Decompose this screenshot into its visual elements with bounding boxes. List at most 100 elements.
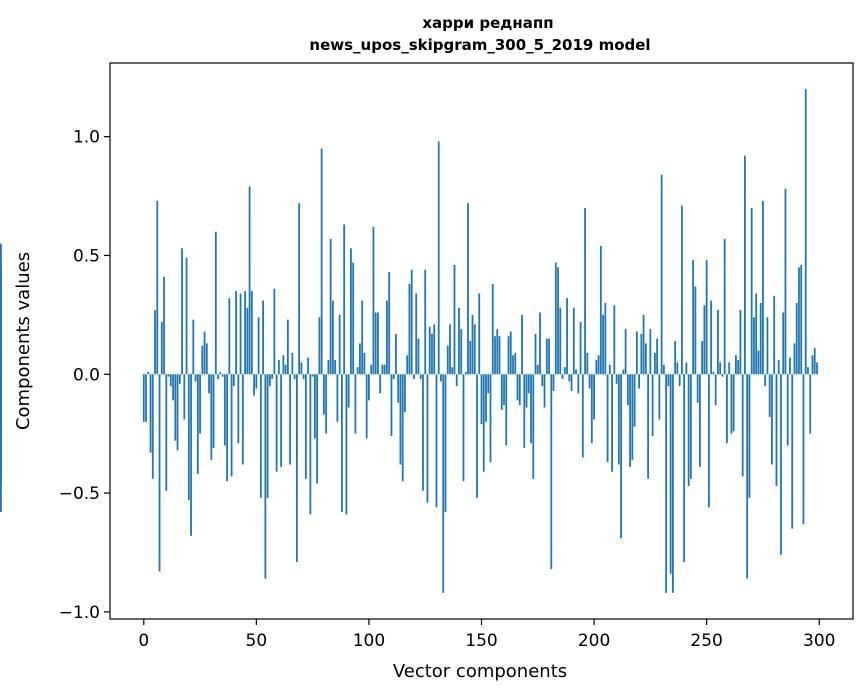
- bar: [464, 371, 467, 375]
- chart-title: харри реднапп: [422, 14, 553, 32]
- bar: [579, 321, 582, 375]
- bar: [708, 374, 710, 508]
- bar: [775, 374, 778, 486]
- bar: [739, 310, 742, 375]
- bar: [187, 374, 190, 501]
- bar: [525, 374, 528, 408]
- bar: [699, 374, 701, 467]
- bar: [386, 300, 388, 375]
- bar: [741, 374, 744, 477]
- bar: [561, 374, 564, 380]
- bar: [350, 248, 352, 375]
- bar: [735, 355, 737, 375]
- bar: [514, 352, 517, 375]
- bar: [282, 355, 285, 375]
- bar: [368, 374, 370, 401]
- bar: [750, 207, 753, 375]
- bar: [791, 374, 794, 529]
- bar: [773, 295, 776, 375]
- bar: [437, 141, 440, 375]
- bar: [313, 374, 316, 439]
- bar: [534, 333, 537, 375]
- bar: [217, 374, 219, 380]
- bar: [494, 336, 496, 375]
- bar: [383, 364, 386, 375]
- bar: [723, 238, 726, 375]
- bar: [599, 245, 602, 375]
- bar: [575, 369, 577, 375]
- bar: [532, 374, 535, 479]
- bar: [248, 186, 251, 375]
- bar: [154, 310, 156, 375]
- bar: [208, 374, 210, 394]
- bar: [717, 310, 719, 375]
- bar: [151, 374, 154, 479]
- bar: [608, 364, 611, 375]
- bar: [615, 374, 618, 384]
- bar: [584, 207, 586, 375]
- bar: [221, 374, 224, 377]
- bar: [665, 374, 668, 593]
- bar: [196, 374, 199, 475]
- bar: [521, 314, 523, 375]
- bar: [696, 374, 699, 403]
- bar: [395, 333, 397, 375]
- bar: [602, 314, 604, 375]
- bar: [595, 360, 598, 375]
- bar: [199, 374, 201, 434]
- bar: [444, 374, 447, 513]
- bar: [307, 357, 310, 375]
- bar: [683, 374, 686, 562]
- y-tick-label: 0.5: [73, 246, 100, 266]
- bar: [753, 317, 755, 375]
- bar: [320, 148, 323, 375]
- bar: [431, 333, 433, 375]
- bar: [485, 374, 487, 422]
- bar: [710, 300, 713, 375]
- bar: [458, 307, 460, 375]
- y-tick-label: −1.0: [59, 603, 100, 623]
- bar: [491, 283, 494, 375]
- bar: [744, 155, 746, 375]
- bar: [545, 338, 548, 375]
- bar: [322, 374, 325, 415]
- plot-frame: [109, 62, 854, 620]
- bar: [343, 224, 346, 375]
- bar: [613, 305, 616, 375]
- bar: [523, 374, 526, 448]
- bar: [726, 374, 728, 444]
- bar: [548, 338, 550, 375]
- bar: [419, 374, 422, 380]
- bar: [768, 374, 771, 418]
- bar: [399, 374, 402, 465]
- x-axis-ticks: 0 50 100 150 200 250 300: [138, 619, 835, 651]
- bar: [259, 374, 262, 498]
- bar: [635, 331, 638, 375]
- x-tick-label: 250: [690, 631, 722, 651]
- bar: [397, 374, 400, 403]
- bar: [552, 374, 555, 391]
- bar: [178, 374, 181, 384]
- bar: [280, 374, 283, 467]
- x-tick-label: 0: [138, 631, 149, 651]
- bar: [640, 333, 643, 375]
- bar: [662, 364, 665, 375]
- bar: [669, 374, 672, 574]
- bar: [496, 329, 499, 375]
- bar: [293, 374, 296, 380]
- bar: [228, 298, 231, 375]
- bar: [489, 374, 492, 463]
- x-tick-label: 150: [465, 631, 497, 651]
- bar: [759, 302, 762, 375]
- bar: [590, 374, 593, 444]
- bar: [800, 264, 803, 375]
- bar: [149, 374, 152, 453]
- bar: [455, 374, 458, 387]
- bar: [361, 300, 364, 375]
- bar: [359, 343, 361, 375]
- bar: [653, 352, 656, 375]
- bar: [212, 374, 215, 448]
- bar: [268, 374, 271, 387]
- bar: [341, 374, 343, 513]
- bar: [626, 374, 629, 406]
